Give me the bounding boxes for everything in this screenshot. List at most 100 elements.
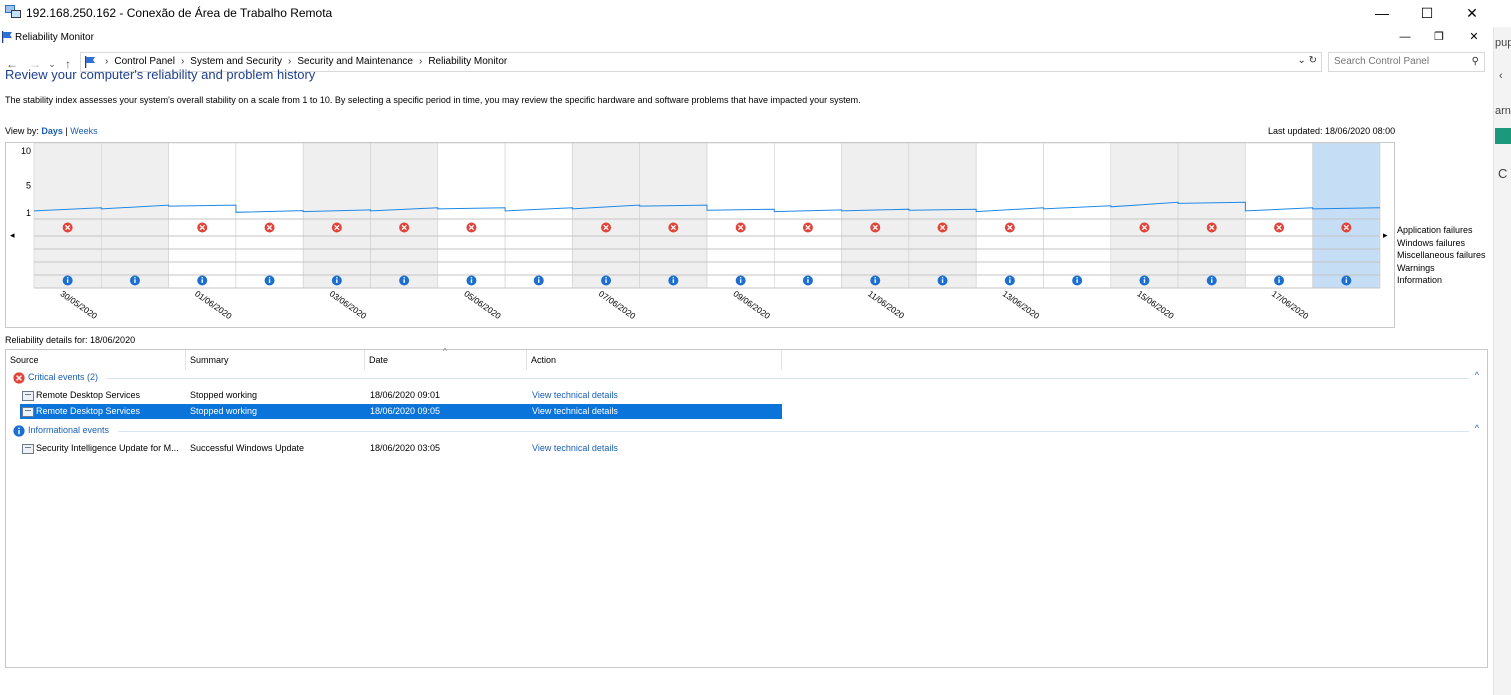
breadcrumb-reliability-monitor[interactable]: Reliability Monitor <box>428 56 508 67</box>
table-row[interactable]: Security Intelligence Update for M... Su… <box>20 441 782 456</box>
day-column[interactable] <box>1177 143 1246 289</box>
info-i-mark <box>336 279 338 283</box>
x-tick-label: 09/06/2020 <box>732 288 773 321</box>
x-tick-label: 01/06/2020 <box>193 288 234 321</box>
application-icon <box>22 407 34 417</box>
info-i-mark <box>672 279 675 283</box>
collapse-informational-button[interactable]: ^ <box>1474 423 1479 433</box>
rdp-minimize-button[interactable]: — <box>1375 5 1389 21</box>
day-column[interactable] <box>370 143 439 289</box>
peek-text: arn <box>1495 105 1511 117</box>
application-icon <box>22 391 34 401</box>
table-row[interactable]: Remote Desktop Services Stopped working … <box>20 388 782 403</box>
day-column[interactable] <box>1043 143 1112 289</box>
column-summary[interactable]: Summary <box>186 350 365 370</box>
day-column[interactable] <box>773 143 842 289</box>
breadcrumb-separator[interactable]: › <box>288 56 292 67</box>
day-column[interactable] <box>235 143 304 289</box>
column-source[interactable]: Source <box>6 350 186 370</box>
group-critical-events[interactable]: Critical events (2) ^ <box>6 370 1487 386</box>
day-column[interactable] <box>841 143 910 289</box>
info-i-dot <box>1143 277 1146 279</box>
reliability-details-list: Source Summary Date Action ^ Critical ev… <box>5 347 1488 668</box>
search-input[interactable] <box>1334 56 1464 67</box>
flag-icon <box>85 56 95 68</box>
breadcrumb-separator[interactable]: › <box>180 56 185 67</box>
info-i-mark <box>1076 279 1078 283</box>
error-x-mark <box>1141 224 1148 231</box>
info-i-mark <box>874 279 876 283</box>
column-date[interactable]: Date <box>365 350 527 370</box>
recent-locations-button[interactable]: ⌄ <box>48 59 56 69</box>
day-column[interactable] <box>168 143 237 289</box>
reliability-chart[interactable]: 10 5 1 30/05/2020 01/06/2020 03/06/2020 05/06/… <box>5 142 1395 328</box>
legend-warnings: Warnings <box>1397 262 1435 273</box>
column-action[interactable]: Action <box>527 350 782 370</box>
info-i-dot <box>268 277 271 279</box>
scroll-left-arrow[interactable]: ◂ <box>10 231 15 241</box>
breadcrumb-security-and-maintenance[interactable]: Security and Maintenance <box>297 56 413 67</box>
address-bar[interactable]: › Control Panel › System and Security › Secur… <box>80 52 1322 72</box>
close-button[interactable]: ✕ <box>1469 31 1479 43</box>
forward-button[interactable]: → <box>29 57 41 71</box>
view-technical-details-link[interactable]: View technical details <box>532 443 618 453</box>
collapse-critical-button[interactable]: ^ <box>1474 370 1479 380</box>
table-row-selected[interactable]: Remote Desktop Services Stopped working … <box>20 404 782 419</box>
x-tick-label: 13/06/2020 <box>1001 288 1042 321</box>
last-updated: Last updated: 18/06/2020 08:00 <box>1268 126 1396 136</box>
breadcrumb-system-and-security[interactable]: System and Security <box>190 56 282 67</box>
reliability-chart-svg[interactable]: 10 5 1 30/05/2020 01/06/2020 03/06/2020 05/06/… <box>6 143 1394 327</box>
cell-source: Remote Desktop Services <box>36 390 141 400</box>
back-button[interactable]: ← <box>6 57 18 71</box>
details-for-label: Reliability details for: 18/06/2020 <box>5 335 136 345</box>
view-technical-details-link[interactable]: View technical details <box>532 390 618 400</box>
info-i-dot <box>201 277 203 279</box>
view-technical-details-link[interactable]: View technical details <box>532 406 618 416</box>
error-x-mark <box>939 224 946 231</box>
error-x-mark <box>805 224 811 231</box>
day-column[interactable] <box>101 143 169 289</box>
info-i-mark <box>538 279 540 283</box>
group-informational-events[interactable]: Informational events ^ <box>6 423 1487 439</box>
info-i-dot <box>874 277 876 279</box>
info-i-dot <box>470 277 473 279</box>
day-column[interactable] <box>975 143 1044 289</box>
rdp-maximize-button[interactable]: ☐ <box>1420 5 1434 21</box>
info-i-dot <box>605 277 607 279</box>
day-column[interactable] <box>1245 143 1314 289</box>
day-column[interactable] <box>572 143 641 289</box>
info-icon <box>13 425 25 437</box>
day-column[interactable] <box>1110 143 1179 289</box>
day-column[interactable] <box>908 143 977 289</box>
day-column[interactable] <box>33 143 102 289</box>
sort-indicator-icon: ^ <box>443 347 447 356</box>
breadcrumb-control-panel[interactable]: Control Panel <box>114 56 175 67</box>
peek-text: ‹ <box>1499 70 1503 82</box>
view-weeks-link[interactable]: Weeks <box>70 126 98 136</box>
day-column[interactable] <box>1312 143 1381 289</box>
breadcrumb-separator[interactable]: › <box>418 56 423 67</box>
page-title: Review your computer's reliability and p… <box>5 67 316 82</box>
day-column[interactable] <box>302 143 371 289</box>
search-box[interactable]: ⚲ <box>1328 52 1485 72</box>
minimize-button[interactable]: — <box>1399 31 1411 43</box>
info-i-mark <box>268 279 271 283</box>
legend-windows-failures: Windows failures <box>1397 237 1466 248</box>
cell-source: Security Intelligence Update for M... <box>36 443 179 453</box>
day-column[interactable] <box>639 143 708 289</box>
rdp-close-button[interactable]: ✕ <box>1466 5 1478 21</box>
view-days-link[interactable]: Days <box>41 126 63 136</box>
view-separator: | <box>65 126 68 136</box>
scroll-right-arrow[interactable]: ▸ <box>1383 231 1388 241</box>
day-column[interactable] <box>706 143 775 289</box>
info-i-dot <box>807 277 809 279</box>
restore-button[interactable]: ❐ <box>1434 31 1444 43</box>
x-tick-label: 05/06/2020 <box>462 288 503 321</box>
address-dropdown-refresh-icons[interactable]: ⌄ ↻ <box>1297 55 1317 66</box>
search-icon[interactable]: ⚲ <box>1471 56 1479 67</box>
day-column[interactable] <box>437 143 506 289</box>
day-column[interactable] <box>504 143 573 289</box>
up-button[interactable]: ↑ <box>65 57 71 71</box>
info-i-mark <box>1211 279 1213 283</box>
x-tick-label: 30/05/2020 <box>59 288 100 321</box>
